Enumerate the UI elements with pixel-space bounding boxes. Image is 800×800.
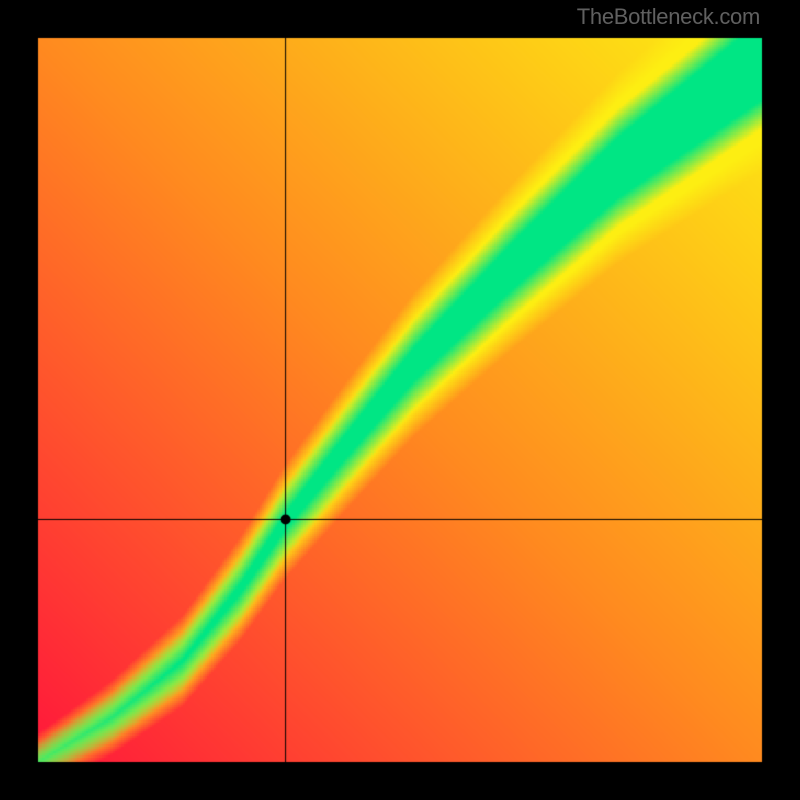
bottleneck-heatmap — [0, 0, 800, 800]
watermark-text: TheBottleneck.com — [577, 4, 760, 30]
